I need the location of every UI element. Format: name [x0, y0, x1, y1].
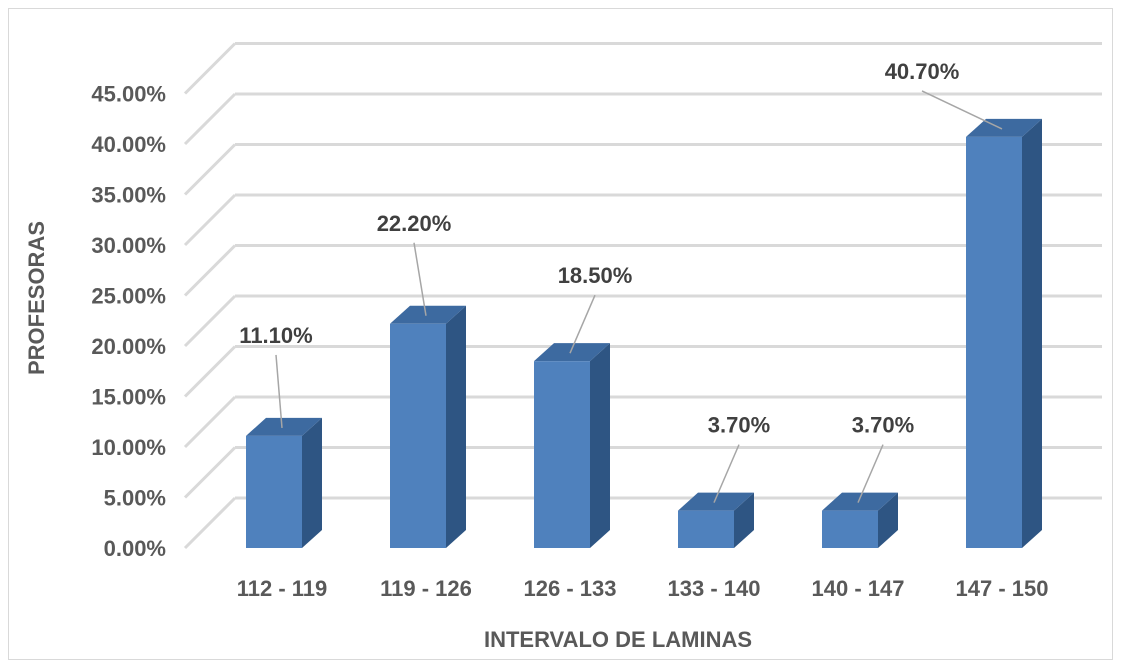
bar: [534, 343, 610, 548]
gridline-slant: [183, 244, 237, 297]
leader-line: [275, 354, 283, 428]
bar-front: [678, 510, 734, 548]
bar: [966, 118, 1042, 549]
x-tick-label: 112 - 119: [237, 576, 328, 601]
bar-front: [246, 435, 302, 548]
gridline-slant: [183, 42, 237, 95]
x-axis-ticks: 112 - 119 119 - 126 126 - 133 133 - 140 140 …: [237, 576, 1049, 601]
gridline-slant: [183, 92, 237, 146]
leader-line: [713, 444, 740, 503]
y-axis-ticks: 0.00% 5.00% 10.00% 15.00% 20.00% 25.00% 30.00%…: [91, 82, 166, 562]
y-tick-label: 25.00%: [91, 284, 166, 309]
gridline-slant: [183, 446, 237, 499]
bar-front: [822, 510, 878, 548]
bar-side: [590, 343, 610, 548]
data-label: 3.70%: [708, 413, 770, 438]
gridline-slant: [183, 193, 237, 247]
bar-front: [534, 361, 590, 548]
bar-side: [302, 417, 322, 548]
data-label: 3.70%: [852, 413, 914, 438]
data-label: 11.10%: [239, 323, 312, 348]
y-tick-label: 40.00%: [91, 132, 166, 157]
x-tick-label: 140 - 147: [812, 576, 905, 601]
y-tick-label: 15.00%: [91, 385, 166, 410]
leader-line: [569, 294, 596, 354]
bar-top: [390, 305, 466, 324]
bar-side: [1022, 118, 1042, 549]
gridline-slant: [183, 143, 237, 196]
gridline-slant: [183, 294, 237, 348]
x-axis-label: INTERVALO DE LAMINAS: [484, 627, 752, 652]
y-tick-label: 20.00%: [91, 334, 166, 359]
bar-side: [878, 492, 898, 548]
bar-front: [390, 323, 446, 548]
y-tick-label: 30.00%: [91, 233, 166, 258]
data-label: 22.20%: [377, 211, 452, 236]
bar-top: [246, 417, 322, 436]
data-labels: 11.10% 22.20% 18.50% 3.70% 3.70% 40.70%: [239, 59, 1003, 503]
y-axis-label: PROFESORAS: [24, 221, 49, 375]
chart-frame: [8, 8, 1113, 660]
y-tick-label: 35.00%: [91, 183, 166, 208]
x-tick-label: 126 - 133: [524, 576, 617, 601]
bar-side: [734, 492, 754, 548]
x-tick-label: 133 - 140: [668, 576, 761, 601]
y-tick-label: 45.00%: [91, 82, 166, 107]
data-label: 18.50%: [558, 263, 633, 288]
leader-line: [921, 90, 1003, 130]
y-tick-label: 0.00%: [104, 536, 166, 561]
bar: [822, 492, 898, 548]
bar: [390, 305, 466, 548]
leader-line: [857, 444, 884, 503]
gridline-slant: [183, 496, 237, 550]
bar-top: [966, 118, 1042, 137]
leader-line: [413, 242, 427, 316]
y-tick-label: 5.00%: [104, 486, 166, 511]
gridline-slant: [183, 395, 237, 449]
data-label: 40.70%: [885, 59, 960, 84]
bar: [246, 417, 322, 548]
bar-top: [534, 343, 610, 362]
y-tick-label: 10.00%: [91, 435, 166, 460]
bar-top: [678, 492, 754, 511]
bar-side: [446, 305, 466, 548]
bars: [246, 118, 1042, 549]
bar-front: [966, 136, 1022, 548]
x-tick-label: 147 - 150: [956, 576, 1049, 601]
bar-top: [822, 492, 898, 511]
bar: [678, 492, 754, 548]
gridline-slant: [183, 345, 237, 398]
x-tick-label: 119 - 126: [380, 576, 472, 601]
gridlines: [183, 42, 1102, 550]
